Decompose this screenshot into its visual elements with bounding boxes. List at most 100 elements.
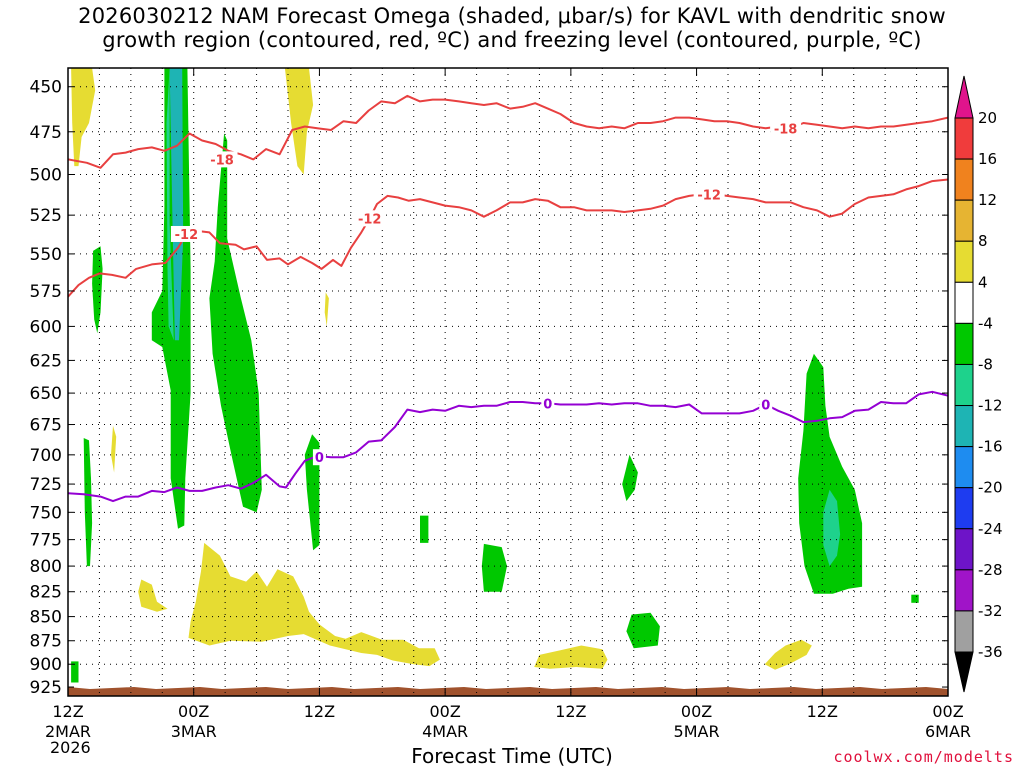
colorbar-label-12: -32 [978, 602, 1003, 620]
omega-region-4 [92, 246, 103, 334]
omega-region-14 [71, 661, 79, 683]
x-tick-date-5: 5MAR [674, 722, 720, 741]
colorbar-bin-3 [954, 240, 974, 283]
y-tick-label-475: 475 [30, 123, 62, 143]
omega-region-11 [798, 353, 863, 594]
y-tick-label-550: 550 [30, 245, 62, 265]
y-tick-label-800: 800 [30, 557, 62, 577]
contour-label-bg-0-1 [770, 120, 802, 137]
colorbar-top-arrow [954, 75, 974, 119]
y-tick-label-600: 600 [30, 317, 62, 337]
x-tick-date-0: 2MAR [45, 722, 91, 741]
contour-line-2 [68, 390, 948, 503]
x-tick-date-3: 4MAR [422, 722, 468, 741]
colorbar-label-5: -4 [978, 314, 993, 332]
colorbar-bottom-arrow [954, 651, 974, 693]
x-tick-label-6: 12Z [807, 702, 838, 721]
omega-region-8 [481, 543, 507, 592]
contour-label-2-0: 0 [315, 451, 324, 466]
colorbar-bin-12 [954, 610, 974, 653]
contour-label-0-0: -18 [210, 153, 234, 168]
omega-region-18 [324, 292, 329, 327]
contour-label-bg-1-0 [170, 225, 202, 242]
contour-label-bg-1-2 [693, 186, 725, 203]
contour-label-0-1: -18 [774, 122, 798, 137]
terrain-strip [68, 687, 948, 696]
y-tick-label-900: 900 [30, 655, 62, 675]
colorbar-label-0: 20 [978, 109, 997, 127]
contour-label-1-1: -12 [358, 212, 382, 227]
x-tick-label-5: 00Z [681, 702, 712, 721]
colorbar-label-13: -36 [978, 643, 1003, 661]
start-year: 2026 [50, 738, 91, 757]
y-axis: 450 475 500 525 550 575 600 625 650 675 700 725 750 7… [30, 78, 948, 698]
contour-label-bg-1-1 [354, 210, 386, 227]
colorbar-label-7: -12 [978, 397, 1003, 415]
y-tick-label-450: 450 [30, 78, 62, 98]
y-tick-label-650: 650 [30, 384, 62, 404]
y-tick-label-875: 875 [30, 632, 62, 652]
y-tick-label-575: 575 [30, 282, 62, 302]
omega-region-9 [622, 454, 638, 502]
y-tick-label-700: 700 [30, 446, 62, 466]
colorbar-bin-6 [954, 363, 974, 407]
omega-region-22 [764, 639, 812, 670]
x-tick-label-3: 00Z [429, 702, 460, 721]
x-tick-label-1: 00Z [178, 702, 209, 721]
colorbar-label-8: -16 [978, 438, 1003, 456]
omega-region-15 [71, 68, 96, 167]
colorbar-bin-8 [954, 446, 974, 489]
contour-label-bg-2-1 [541, 395, 555, 412]
omega-region-16 [284, 68, 314, 175]
colorbar-bin-4 [954, 281, 974, 324]
chart-title: 2026030212 NAM Forecast Omega (shaded, μ… [78, 4, 946, 52]
credit-link[interactable]: coolwx.com/modelts [833, 748, 1014, 766]
omega-shading [71, 68, 919, 683]
colorbar-bin-10 [954, 528, 974, 571]
contour-label-1-2: -12 [697, 188, 721, 203]
y-tick-label-825: 825 [30, 583, 62, 603]
colorbar-label-9: -20 [978, 479, 1003, 497]
colorbar-label-1: 16 [978, 150, 997, 168]
y-tick-label-725: 725 [30, 475, 62, 495]
colorbar-bin-0 [954, 117, 974, 160]
y-tick-label-525: 525 [30, 206, 62, 226]
omega-region-20 [138, 579, 168, 612]
x-axis-label: Forecast Time (UTC) [411, 744, 613, 768]
temperature-contours: -18 -18 -12 -12 -12 0 0 0 [68, 94, 948, 503]
x-tick-date-1: 3MAR [171, 722, 217, 741]
omega-region-7 [420, 515, 429, 543]
colorbar-label-6: -8 [978, 355, 993, 373]
omega-region-13 [911, 594, 919, 603]
x-tick-label-2: 12Z [304, 702, 335, 721]
colorbar-label-11: -28 [978, 561, 1003, 579]
y-tick-label-675: 675 [30, 416, 62, 436]
colorbar-label-2: 12 [978, 191, 997, 209]
contour-label-2-1: 0 [543, 397, 552, 412]
y-tick-label-925: 925 [30, 678, 62, 698]
contour-label-bg-0-0 [206, 151, 238, 168]
omega-region-1 [169, 68, 184, 341]
colorbar-bin-7 [954, 405, 974, 448]
omega-region-17 [111, 425, 117, 473]
omega-region-2 [166, 68, 174, 341]
y-tick-label-500: 500 [30, 166, 62, 186]
colorbar-bin-9 [954, 487, 974, 530]
contour-label-bg-2-0 [312, 449, 326, 466]
colorbar-bin-1 [954, 158, 974, 201]
contour-label-1-0: -12 [175, 228, 199, 243]
colorbar-bin-2 [954, 199, 974, 242]
colorbar: 20 16 12 8 4 -4 -8 -12 -16 -20 -24 -28 -32 -36 [954, 75, 1003, 693]
colorbar-bin-5 [954, 322, 974, 365]
colorbar-label-4: 4 [978, 273, 988, 291]
x-tick-label-0: 12Z [52, 702, 83, 721]
y-tick-label-775: 775 [30, 531, 62, 551]
omega-region-12 [823, 489, 841, 567]
y-tick-label-850: 850 [30, 608, 62, 628]
y-tick-label-750: 750 [30, 503, 62, 523]
plot-frame [67, 67, 949, 697]
y-tick-label-625: 625 [30, 351, 62, 371]
omega-region-10 [626, 612, 660, 649]
